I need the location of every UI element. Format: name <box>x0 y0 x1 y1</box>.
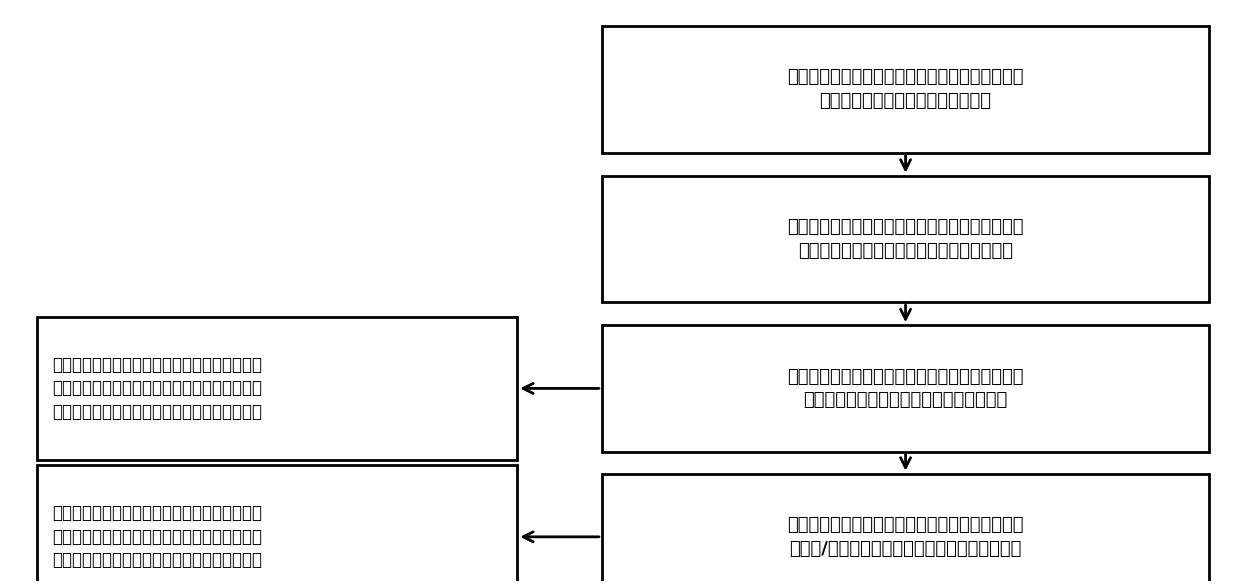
Bar <box>601 474 1209 587</box>
Text: 在对半固态熔覆层进行力学干扰的过程中，调节
用于热熔化的第一束激光强弱，使得半固态熔覆
层的温度处于最适合力学作用的预置温度范围内: 在对半固态熔覆层进行力学干扰的过程中，调节 用于热熔化的第一束激光强弱，使得半固… <box>52 356 262 421</box>
Text: 当熔覆层降至初生固相形成的半固态区时，通过第
二束短脉冲激光的冲击波对其实施力学干扰: 当熔覆层降至初生固相形成的半固态区时，通过第 二束短脉冲激光的冲击波对其实施力学… <box>787 367 1024 409</box>
Bar <box>37 316 517 460</box>
Bar <box>601 176 1209 302</box>
Bar <box>37 465 517 587</box>
Text: 通过第一束连续激光对金属基板上的金属粉末进行
热熔化形成熔覆层，并实时获取熔覆层的温度: 通过第一束连续激光对金属基板上的金属粉末进行 热熔化形成熔覆层，并实时获取熔覆层… <box>787 218 1024 259</box>
Text: 在对半固态的熔覆层进行力学干扰的过程中，可
根据半固态熔覆层的形状参数调节第二束短脉冲
激光的激光参数，使冲击波力度处于最适宜状态: 在对半固态的熔覆层进行力学干扰的过程中，可 根据半固态熔覆层的形状参数调节第二束… <box>52 504 262 569</box>
Text: 如此循环，逐层作用所述熔覆层后自然冷却，直至
双尺度/多尺度复合结构的高质量金属件制备完成: 如此循环，逐层作用所述熔覆层后自然冷却，直至 双尺度/多尺度复合结构的高质量金属… <box>787 516 1024 558</box>
Text: 通过送粉器将金属粉末喷出并平铺于金属基板，以
使激光热效应将其熔化并形成熔覆层: 通过送粉器将金属粉末喷出并平铺于金属基板，以 使激光热效应将其熔化并形成熔覆层 <box>787 69 1024 110</box>
Bar <box>601 26 1209 153</box>
Bar <box>601 325 1209 452</box>
